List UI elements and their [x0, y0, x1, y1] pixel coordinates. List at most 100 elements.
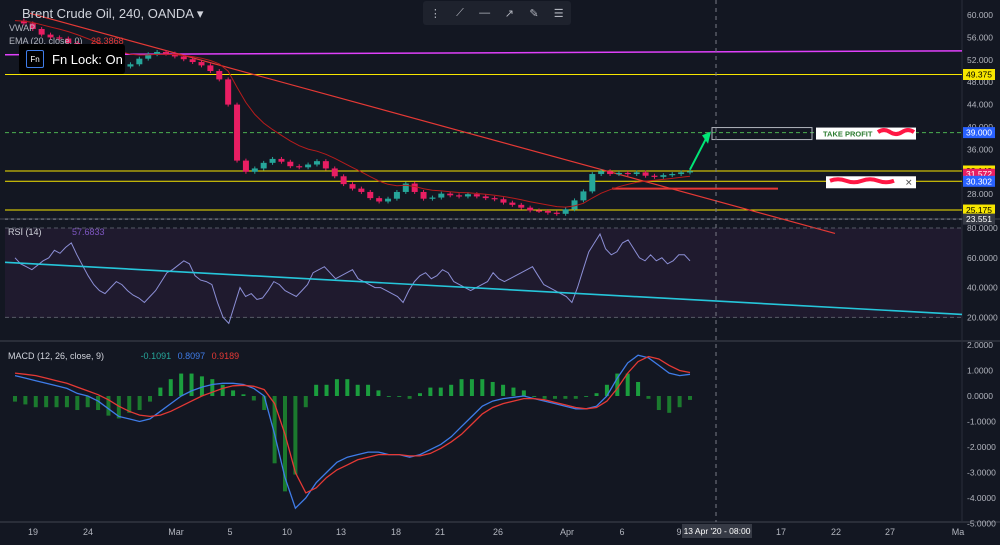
macd-legend[interactable]: MACD (12, 26, close, 9) -0.1091 0.8097 0… — [8, 351, 239, 361]
macd-hist-bar — [615, 373, 620, 396]
macd-hist-bar — [106, 396, 111, 416]
signal-line — [14, 355, 691, 494]
candle — [278, 158, 285, 162]
ema-value: 28.3868 — [91, 36, 124, 46]
candle — [447, 193, 454, 196]
candle — [473, 194, 480, 197]
candle — [607, 171, 614, 175]
macd-hist-bar — [179, 373, 184, 396]
trend-line-icon[interactable]: ⟋ — [456, 6, 464, 19]
price-tag — [963, 175, 995, 187]
time-tick-label: 27 — [885, 527, 895, 537]
chart-title[interactable]: Brent Crude Oil, 240, OANDA ▾ — [22, 6, 203, 22]
macd-hist-value: -0.1091 — [140, 351, 172, 361]
macd-hist-bar — [636, 381, 641, 396]
candle — [615, 172, 622, 175]
macd-line — [14, 354, 691, 510]
menu-icon[interactable]: ☰ — [553, 7, 564, 20]
macd-hist-bar — [553, 396, 557, 399]
candle — [642, 172, 649, 176]
candle — [527, 207, 534, 211]
candle — [438, 193, 445, 198]
price-tick-label: 36.000 — [967, 144, 993, 154]
macd-hist-bar — [656, 396, 661, 411]
time-tick-label: 24 — [83, 527, 93, 537]
macd-hist-bar — [688, 396, 692, 400]
rsi-label: RSI (14) — [8, 227, 42, 237]
macd-hist-bar — [428, 387, 433, 396]
macd-hist-bar — [480, 379, 485, 396]
macd-tick-label: -2.0000 — [967, 442, 996, 452]
candle — [216, 71, 223, 80]
time-tick-label: 18 — [391, 527, 401, 537]
macd-hist-bar — [469, 379, 474, 396]
macd-hist-bar — [625, 373, 630, 396]
macd-hist-bar — [303, 396, 308, 408]
macd-tick-label: -1.0000 — [967, 417, 996, 427]
macd-hist-bar — [376, 390, 381, 396]
price-tag-label: 39.000 — [966, 128, 992, 138]
macd-tick-label: 2.0000 — [967, 340, 993, 350]
horizontal-line-icon[interactable]: — — [479, 7, 491, 19]
candle — [687, 171, 693, 173]
candle — [393, 191, 400, 199]
macd-hist-bar — [158, 387, 163, 396]
macd-hist-bar — [438, 387, 443, 396]
time-tick-label: 13 — [336, 527, 346, 537]
time-tick-label: Ma — [952, 527, 965, 537]
macd-hist-bar — [386, 396, 391, 397]
candle — [56, 37, 63, 39]
time-tick-label: 9 — [676, 527, 681, 537]
candle — [349, 184, 356, 189]
macd-hist-bar — [44, 396, 49, 408]
candle — [145, 54, 152, 59]
price-tag — [963, 168, 995, 180]
candle — [207, 65, 214, 71]
candle — [260, 162, 267, 169]
macd-hist-bar — [231, 390, 236, 396]
macd-hist-bar — [293, 396, 298, 475]
macd-hist-bar — [511, 387, 516, 396]
macd-hist-bar — [667, 396, 672, 413]
candle — [313, 161, 320, 165]
macd-tick-label: 1.0000 — [967, 366, 993, 376]
grip-icon[interactable]: ⋮ — [429, 7, 441, 20]
rsi-legend[interactable]: RSI (14) 57.6833 — [8, 227, 105, 237]
price-tick-label: 48.000 — [967, 77, 993, 87]
price-tick-label: 52.000 — [967, 55, 993, 65]
price-tag — [963, 213, 995, 225]
macd-hist-bar — [64, 396, 69, 408]
macd-hist-bar — [116, 396, 121, 419]
ema-label: EMA (20, close, 0) 28.3868 — [9, 36, 124, 46]
cursor-time-label: 13 Apr '20 - 08:00 — [684, 526, 751, 536]
symbol-title: Brent Crude Oil, 240, OANDA — [22, 6, 194, 21]
price-tag-label: 23.551 — [966, 214, 992, 224]
macd-signal-value: 0.9189 — [211, 351, 240, 361]
candle — [589, 174, 596, 192]
brush-icon[interactable]: ✎ — [529, 7, 539, 20]
candle — [367, 191, 374, 199]
candle — [633, 172, 640, 175]
ema-name: EMA (20, close, 0) — [9, 36, 83, 46]
candle — [376, 198, 383, 202]
macd-hist-bar — [33, 396, 38, 408]
candle — [287, 161, 294, 167]
time-tick-label: Mar — [168, 527, 184, 537]
time-tick-label: 6 — [619, 527, 624, 537]
candle — [154, 51, 161, 55]
time-tick-label: 26 — [493, 527, 503, 537]
candle — [598, 171, 605, 175]
rsi-tick-label: 40.0000 — [967, 283, 998, 293]
candle — [500, 199, 507, 203]
candle — [322, 161, 329, 169]
candle — [296, 166, 303, 168]
time-tick-label: 17 — [776, 527, 786, 537]
time-tick-label: 19 — [28, 527, 38, 537]
macd-hist-bar — [251, 396, 256, 401]
ray-icon[interactable]: ↗ — [504, 7, 514, 20]
drawing-toolbar: ⋮ ⟋ — ↗ ✎ ☰ — [423, 1, 571, 25]
macd-hist-bar — [85, 396, 90, 408]
macd-hist-bar — [324, 384, 329, 396]
macd-hist-bar — [594, 393, 599, 396]
